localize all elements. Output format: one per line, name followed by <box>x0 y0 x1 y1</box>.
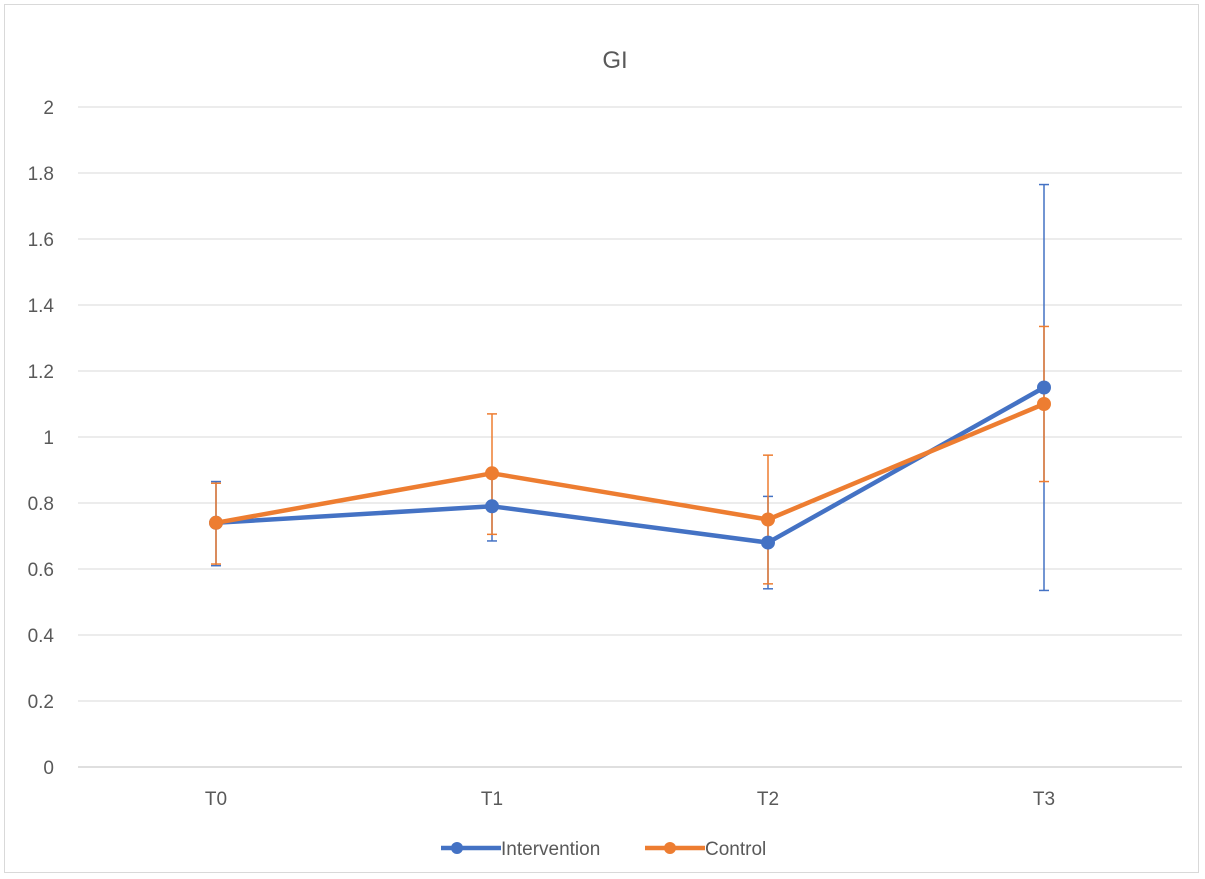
y-tick-label: 0 <box>43 758 54 779</box>
chart-title: GI <box>602 47 627 74</box>
legend-control-marker <box>664 842 676 854</box>
y-tick-label: 0.4 <box>28 626 55 647</box>
y-tick-label: 0.2 <box>28 692 54 713</box>
y-tick-label: 0.6 <box>28 560 54 581</box>
y-tick-label: 1 <box>43 428 54 449</box>
y-axis-tick-labels: 0 0.2 0.4 0.6 0.8 1 1.2 1.4 1.6 1.8 2 <box>28 98 55 779</box>
x-tick-label: T3 <box>1033 789 1055 810</box>
control-point <box>1037 397 1051 411</box>
y-tick-label: 1.2 <box>28 362 54 383</box>
intervention-point <box>761 535 775 550</box>
y-tick-label: 2 <box>43 98 54 119</box>
series-lines <box>209 380 1051 550</box>
intervention-line <box>213 385 1047 545</box>
legend-item-control: Control <box>645 839 766 860</box>
legend-control-label: Control <box>705 839 766 860</box>
x-tick-label: T1 <box>481 789 503 810</box>
x-axis-tick-labels: T0 T1 T2 T3 <box>205 789 1055 810</box>
y-tick-label: 1.6 <box>28 230 54 251</box>
legend-intervention-label: Intervention <box>501 839 600 860</box>
control-point <box>209 515 223 530</box>
intervention-point <box>1037 380 1051 395</box>
legend: Intervention Control <box>441 839 766 860</box>
chart-frame: GI 0 0.2 0.4 0.6 0.8 1 1.2 1.4 1.6 1.8 2 T0 T1 T2 T3 … <box>4 4 1199 873</box>
line-chart: GI 00.20.40.60.811.21.41.61.82 T0 T1 T2 T3 … <box>28 47 1182 860</box>
control-point <box>485 466 499 481</box>
x-tick-label: T0 <box>205 789 227 810</box>
y-tick-label: 1.4 <box>28 296 55 317</box>
y-tick-label: 1.8 <box>28 164 54 185</box>
intervention-point <box>485 499 499 514</box>
control-line <box>213 401 1047 526</box>
error-bars <box>211 183 1049 592</box>
legend-intervention-marker <box>451 842 463 854</box>
gridlines <box>78 106 1182 768</box>
y-tick-label: 0.8 <box>28 494 54 515</box>
x-tick-label: T2 <box>757 789 779 810</box>
legend-item-intervention: Intervention <box>441 839 600 860</box>
control-point <box>761 512 775 527</box>
